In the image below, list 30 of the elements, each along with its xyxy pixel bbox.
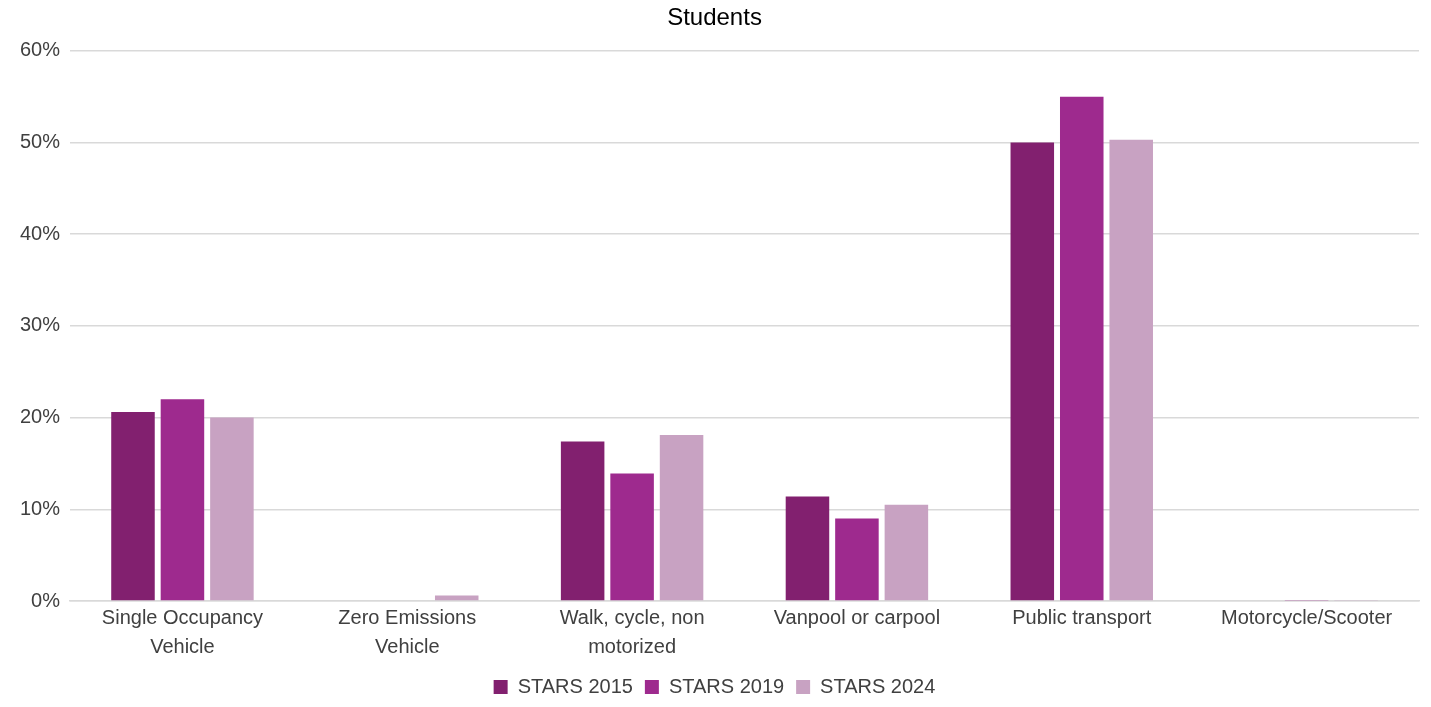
- y-tick-label: 40%: [20, 221, 61, 244]
- y-tick-label: 30%: [20, 313, 61, 336]
- bar: [560, 441, 605, 601]
- bar: [434, 595, 479, 601]
- x-tick-label: Walk, cycle, non motorized: [559, 606, 705, 658]
- legend-label: STARS 2024: [820, 674, 936, 697]
- y-tick-label: 20%: [20, 405, 61, 428]
- y-tick-label: 10%: [20, 496, 61, 519]
- bar: [610, 473, 654, 601]
- x-tick-label: Motorcycle/Scooter: [1221, 606, 1393, 629]
- y-tick-label: 0%: [31, 588, 61, 611]
- y-tick-label: 60%: [20, 38, 61, 61]
- bar: [111, 412, 155, 601]
- bar: [160, 399, 205, 601]
- bar: [1010, 142, 1055, 601]
- x-tick-label: Public transport: [1012, 606, 1152, 629]
- bar: [884, 504, 929, 601]
- x-tick-label: Single Occupancy Vehicle: [101, 606, 264, 658]
- x-tick-label: Zero Emissions Vehicle: [338, 606, 477, 658]
- chart-title: Students: [667, 3, 762, 31]
- legend-label: STARS 2015: [517, 674, 633, 697]
- legend-label: STARS 2019: [668, 674, 785, 697]
- bar: [659, 435, 704, 601]
- bar: [1059, 96, 1104, 601]
- bar: [785, 496, 830, 601]
- x-tick-label: Vanpool or carpool: [773, 606, 941, 629]
- y-tick-label: 50%: [20, 130, 61, 153]
- bar: [1109, 139, 1153, 601]
- bar: [210, 417, 254, 601]
- bar: [835, 518, 879, 601]
